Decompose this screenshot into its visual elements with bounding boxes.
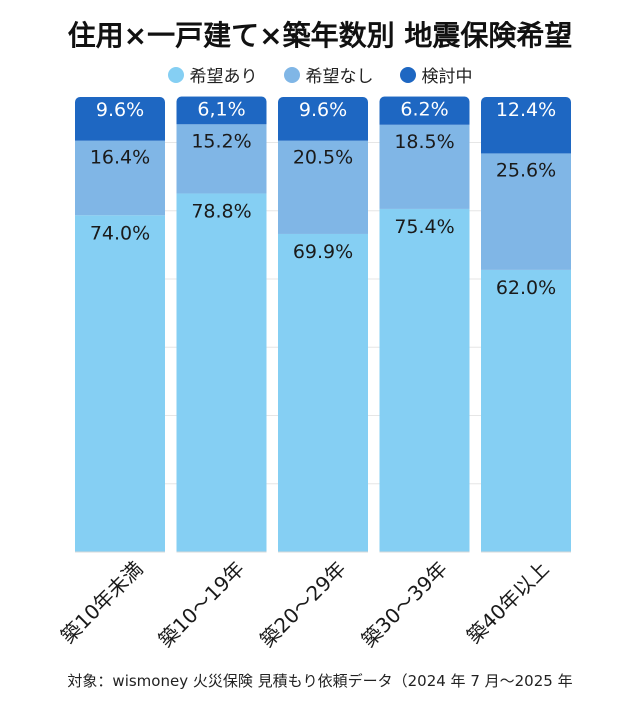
category-label: 築30〜39年 xyxy=(357,557,452,652)
source-note: 対象：wismoney 火災保険 見積もり依頼データ（2024 年 7 月〜20… xyxy=(67,672,573,690)
category-label: 築10〜19年 xyxy=(154,557,249,652)
bar-segment-no xyxy=(278,140,368,234)
bar-segment-yes xyxy=(481,269,571,552)
legend-label-considering: 検討中 xyxy=(421,67,473,87)
value-label-no: 16.4% xyxy=(90,147,150,169)
value-label-considering: 9.6% xyxy=(96,99,144,121)
legend-item-no: 希望なし xyxy=(283,62,374,87)
value-label-no: 25.6% xyxy=(496,159,556,181)
legend-item-yes: 希望あり xyxy=(167,62,258,87)
value-label-no: 18.5% xyxy=(394,131,454,153)
value-label-yes: 62.0% xyxy=(496,277,556,299)
bar-segment-yes xyxy=(176,193,267,552)
bar-segment-yes xyxy=(75,215,165,553)
value-label-considering: 6,1% xyxy=(197,99,245,121)
bar-segment-yes xyxy=(379,208,470,552)
value-label-yes: 75.4% xyxy=(394,216,454,238)
legend-label-yes: 希望あり xyxy=(189,67,258,87)
value-label-considering: 9.6% xyxy=(299,99,347,121)
bar-segment-considering xyxy=(278,97,368,141)
bar-stack xyxy=(379,96,470,552)
chart-legend: 希望あり 希望なし 検討中 xyxy=(0,62,640,87)
bar-segment-no xyxy=(176,124,267,194)
value-label-yes: 74.0% xyxy=(90,222,150,244)
bar-segment-yes xyxy=(278,233,368,552)
bar-stack xyxy=(176,96,267,552)
value-label-no: 20.5% xyxy=(293,147,353,169)
bar-segment-no xyxy=(481,153,571,270)
value-label-yes: 69.9% xyxy=(293,241,353,263)
bar-segment-considering xyxy=(379,96,470,125)
bar-stack xyxy=(481,97,571,552)
legend-swatch-no xyxy=(283,66,300,83)
value-label-yes: 78.8% xyxy=(191,200,251,222)
legend-swatch-yes xyxy=(167,66,184,83)
bar-segment-no xyxy=(75,140,165,216)
bar-stack xyxy=(278,97,368,552)
category-label: 築40年以上 xyxy=(462,557,554,649)
legend-item-considering: 検討中 xyxy=(399,62,473,87)
stacked-bar-chart: 74.0% 16.4% 9.6% 築10年未満 78.8% 15.2% 6,1% 築10〜19… xyxy=(56,96,571,652)
value-label-no: 15.2% xyxy=(191,130,251,152)
legend-swatch-considering xyxy=(399,66,416,83)
bar-segment-considering xyxy=(75,97,165,141)
bar-segment-considering xyxy=(481,97,571,154)
category-label: 築10年未満 xyxy=(56,557,148,649)
category-label: 築20〜29年 xyxy=(255,557,350,652)
bar-stack xyxy=(75,97,165,553)
chart-title: 住用×一戸建て×築年数別 地震保険希望 xyxy=(67,19,573,52)
bar-segment-considering xyxy=(176,96,267,125)
value-label-considering: 6.2% xyxy=(400,99,448,121)
bar-segment-no xyxy=(379,124,470,209)
value-label-considering: 12.4% xyxy=(496,99,556,121)
legend-label-no: 希望なし xyxy=(305,67,374,87)
